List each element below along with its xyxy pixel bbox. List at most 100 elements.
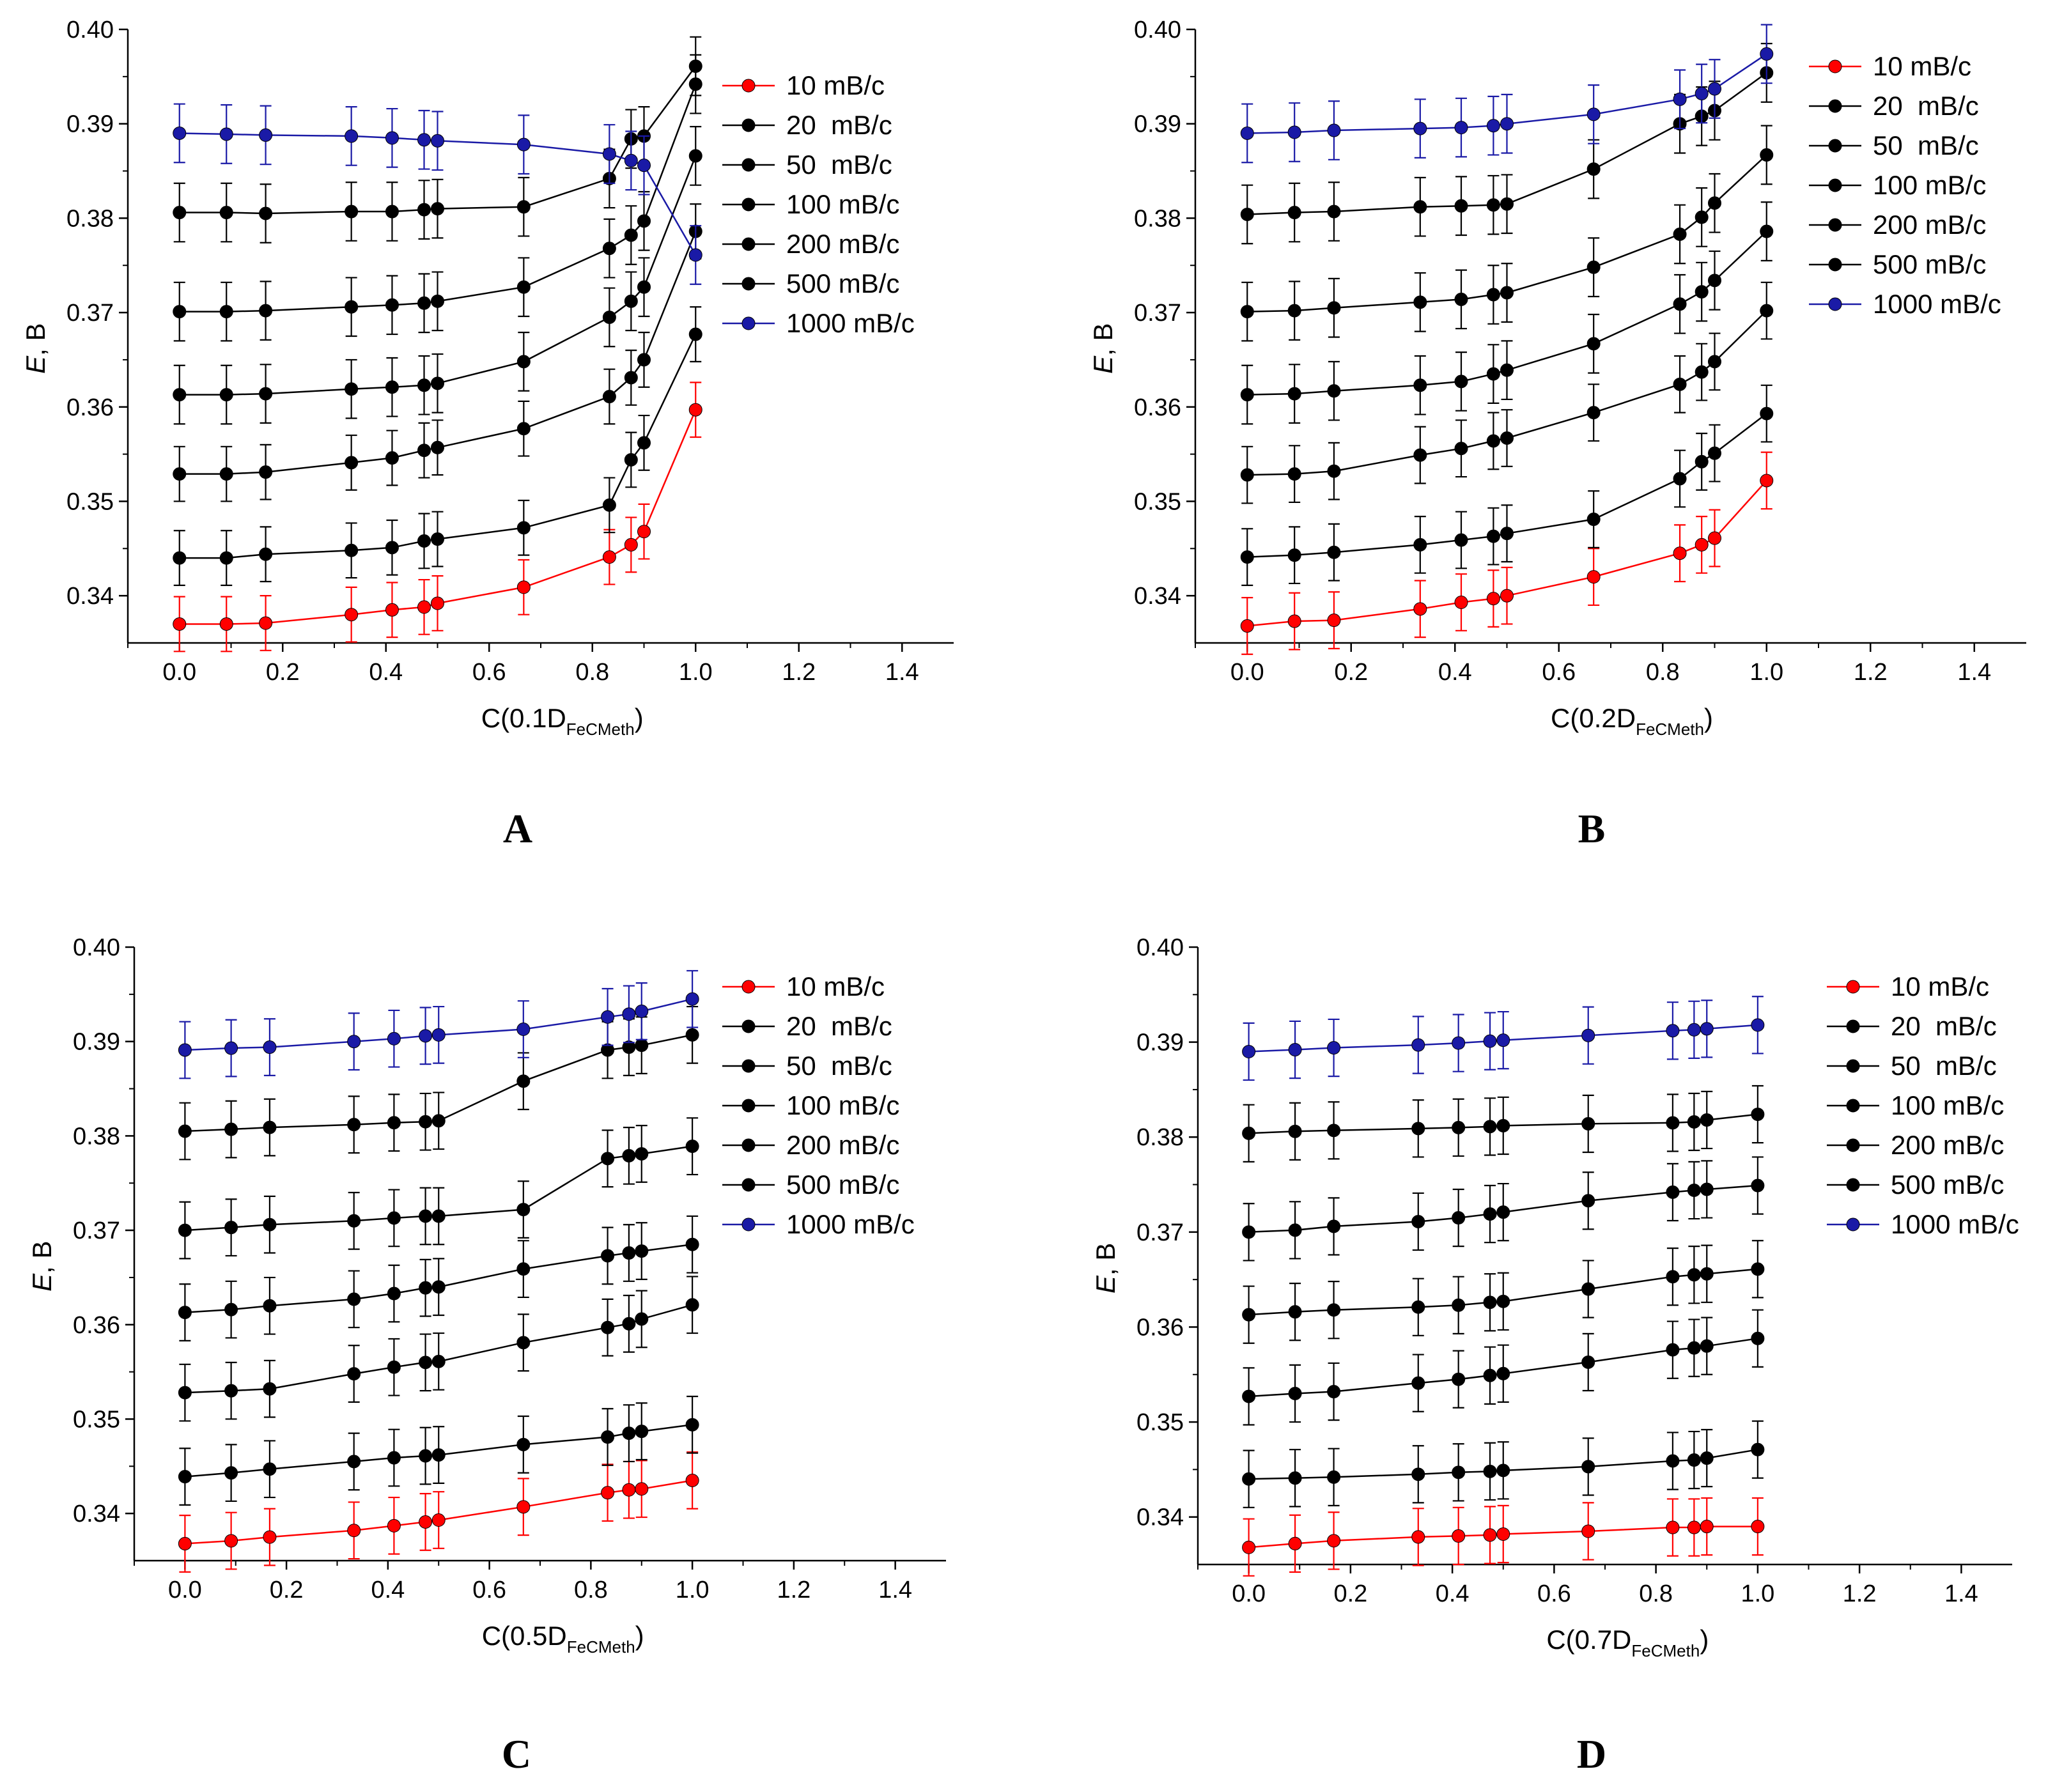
data-point: [1413, 537, 1427, 552]
data-point: [1760, 148, 1774, 162]
data-point: [1687, 1183, 1701, 1197]
data-point: [1760, 304, 1774, 318]
data-point: [685, 1298, 699, 1312]
data-point: [173, 126, 187, 140]
data-point: [1666, 1024, 1680, 1038]
data-point: [1700, 1267, 1714, 1281]
data-point: [1496, 1294, 1510, 1308]
data-point: [431, 376, 444, 390]
data-point: [637, 525, 651, 539]
data-point: [685, 1417, 699, 1432]
data-point: [259, 304, 273, 318]
data-point: [516, 1074, 531, 1088]
data-point: [1288, 1305, 1302, 1319]
data-point: [1500, 363, 1514, 377]
y-axis-title: E, B: [27, 1241, 57, 1292]
legend-label: 200 mB/c: [786, 1130, 899, 1160]
x-axis-title-main: C(0.1D: [481, 703, 566, 733]
data-point: [263, 1462, 277, 1476]
data-point: [601, 1430, 615, 1444]
data-point: [431, 294, 444, 308]
series-20-mB-c: [178, 1395, 699, 1506]
x-axis-title-close: ): [635, 703, 644, 733]
data-point: [263, 1217, 277, 1232]
data-point: [1666, 1343, 1680, 1357]
legend-marker: [1846, 1019, 1860, 1033]
legend-label: 200 mB/c: [1891, 1130, 2004, 1160]
series-50-mB-c: [1242, 1309, 1765, 1426]
y-tick-label: 0.40: [1134, 17, 1181, 43]
data-point: [219, 388, 233, 402]
data-point: [1586, 570, 1601, 584]
y-tick-label: 0.35: [1134, 488, 1181, 515]
data-point: [431, 532, 444, 546]
y-tick-label: 0.35: [73, 1406, 120, 1433]
data-point: [1413, 378, 1427, 392]
x-tick-label: 1.4: [885, 659, 919, 686]
data-point: [1700, 1339, 1714, 1353]
legend-label: 10 mB/c: [786, 971, 885, 1001]
data-point: [1581, 1282, 1595, 1296]
data-point: [624, 537, 638, 552]
legend-label: 200 mB/c: [1873, 210, 1986, 240]
data-point: [1496, 1366, 1510, 1380]
data-point: [347, 1214, 361, 1228]
data-point: [1327, 545, 1341, 559]
x-axis-title-subscript: FeCMeth: [566, 720, 635, 739]
x-tick-label: 0.6: [1537, 1580, 1571, 1607]
series-1000-mB-c: [178, 969, 699, 1079]
data-point: [1411, 1300, 1425, 1314]
y-axis-title-unit: , B: [1088, 323, 1118, 356]
data-point: [431, 596, 444, 610]
series-50-mB-c: [1240, 281, 1774, 504]
data-point: [622, 1007, 636, 1021]
legend-marker: [1846, 1217, 1860, 1232]
y-tick-label: 0.34: [1134, 583, 1181, 610]
data-point: [516, 422, 531, 436]
data-point: [345, 300, 359, 314]
legend-label: 1000 mB/c: [786, 308, 915, 338]
x-tick-label: 1.0: [1749, 659, 1783, 686]
data-point: [1751, 1018, 1765, 1032]
data-point: [431, 1209, 446, 1223]
data-point: [1452, 1372, 1466, 1386]
y-tick-label: 0.35: [1136, 1409, 1184, 1436]
data-point: [1413, 121, 1427, 135]
data-point: [516, 521, 531, 535]
data-point: [1242, 1308, 1256, 1322]
legend-label: 100 mB/c: [1891, 1090, 2004, 1120]
data-point: [624, 452, 638, 467]
data-point: [173, 467, 187, 481]
data-point: [516, 1500, 531, 1514]
legend-marker: [741, 277, 756, 291]
y-tick-label: 0.37: [66, 300, 114, 327]
data-point: [635, 1425, 649, 1439]
data-point: [1411, 1530, 1425, 1544]
data-point: [635, 1244, 649, 1258]
data-point: [387, 1116, 401, 1130]
data-point: [1287, 548, 1301, 562]
legend-marker: [741, 1099, 756, 1113]
legend-marker: [1828, 178, 1842, 192]
data-point: [1708, 531, 1721, 545]
x-axis-title: C(0.5DFeCMeth): [482, 1621, 644, 1657]
data-point: [173, 388, 187, 402]
x-tick-label: 0.8: [1639, 1580, 1673, 1607]
data-point: [622, 1317, 636, 1331]
data-point: [224, 1534, 238, 1548]
x-tick-label: 1.4: [1944, 1580, 1978, 1607]
data-point: [1483, 1464, 1497, 1478]
data-point: [224, 1384, 238, 1398]
legend-marker: [1828, 59, 1842, 73]
legend-label: 100 mB/c: [786, 189, 899, 219]
y-axis-title-symbol: E: [1088, 355, 1118, 374]
legend-label: 10 mB/c: [1873, 51, 1971, 81]
legend-marker: [741, 1138, 756, 1152]
data-point: [1240, 388, 1254, 402]
data-point: [387, 1518, 401, 1533]
data-point: [1327, 123, 1341, 137]
data-point: [1327, 1219, 1341, 1233]
data-point: [1708, 355, 1721, 369]
data-point: [1500, 589, 1514, 603]
legend-label: 1000 mB/c: [1873, 289, 2001, 319]
